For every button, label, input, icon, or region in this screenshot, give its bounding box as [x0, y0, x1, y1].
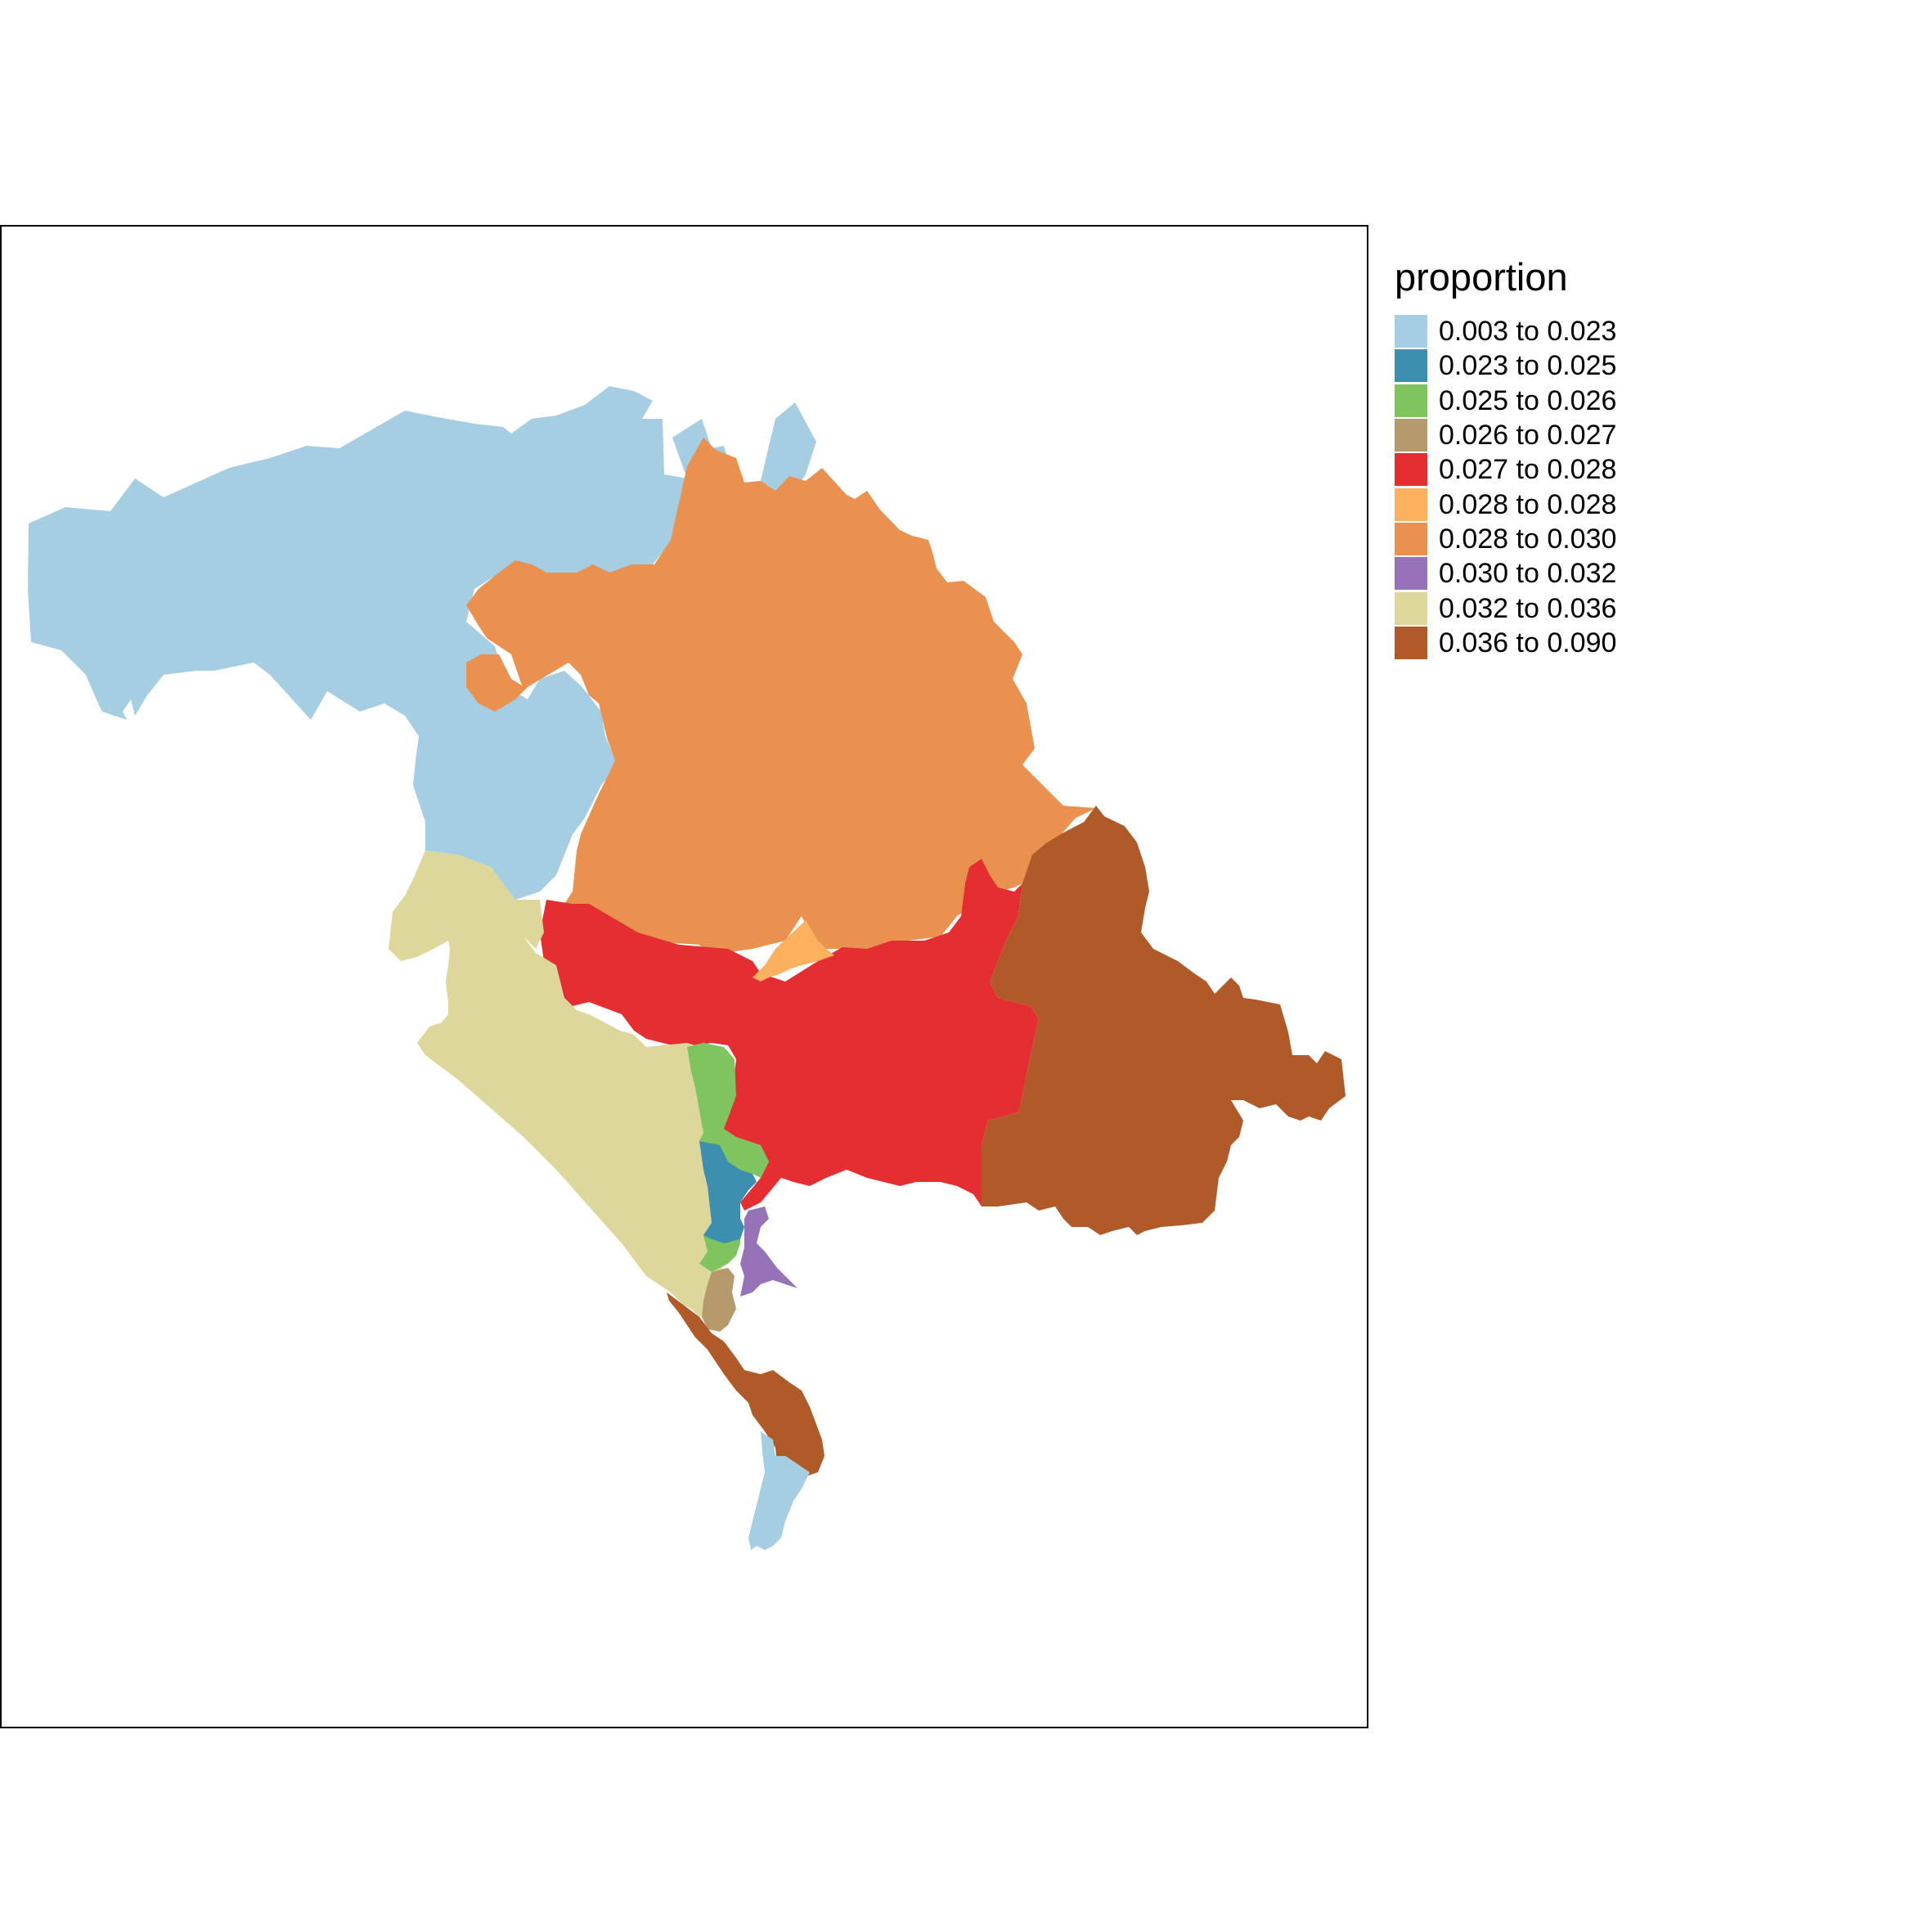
legend-item: 0.025 to 0.026: [1395, 384, 1616, 418]
legend-swatch: [1395, 453, 1427, 487]
legend-swatch: [1395, 315, 1427, 348]
region-northwest: [28, 386, 816, 900]
legend-item: 0.032 to 0.036: [1395, 591, 1616, 625]
region-green-strip: [687, 1043, 769, 1272]
region-small-inlet: [753, 920, 834, 982]
region-east: [982, 806, 1346, 1235]
legend-swatch: [1395, 626, 1427, 659]
region-central-band: [540, 859, 1039, 1211]
legend-label: 0.026 to 0.027: [1439, 420, 1617, 452]
legend-swatch: [1395, 349, 1427, 383]
region-peninsula-south: [667, 1292, 824, 1476]
legend-label: 0.036 to 0.090: [1439, 627, 1617, 658]
legend-item: 0.028 to 0.030: [1395, 522, 1616, 556]
legend-label: 0.023 to 0.025: [1439, 350, 1617, 382]
legend-item: 0.027 to 0.028: [1395, 452, 1616, 487]
legend-label: 0.003 to 0.023: [1439, 316, 1617, 348]
region-blue-strip: [699, 1141, 757, 1243]
legend-item: 0.003 to 0.023: [1395, 314, 1616, 348]
legend-label: 0.025 to 0.026: [1439, 384, 1617, 416]
legend-label: 0.028 to 0.030: [1439, 523, 1617, 555]
region-north-central: [466, 438, 1096, 957]
legend-label: 0.030 to 0.032: [1439, 558, 1617, 590]
legend-item: 0.030 to 0.032: [1395, 556, 1616, 591]
legend-swatch: [1395, 591, 1427, 625]
legend-swatch: [1395, 487, 1427, 521]
region-west-coast: [389, 851, 728, 1317]
region-island-tip: [748, 1431, 810, 1550]
legend-item: 0.026 to 0.027: [1395, 418, 1616, 452]
legend-label: 0.027 to 0.028: [1439, 454, 1617, 486]
legend-swatch: [1395, 384, 1427, 417]
legend-label: 0.032 to 0.036: [1439, 592, 1617, 624]
legend-swatch: [1395, 419, 1427, 452]
region-tan-strip: [702, 1268, 736, 1332]
legend-swatch: [1395, 557, 1427, 591]
legend-title: proportion: [1395, 255, 1568, 299]
legend-item: 0.028 to 0.028: [1395, 487, 1616, 521]
legend-item: 0.036 to 0.090: [1395, 626, 1616, 660]
legend: proportion 0.003 to 0.023 0.023 to 0.025 0…: [1395, 258, 1616, 660]
legend-item: 0.023 to 0.025: [1395, 348, 1616, 383]
region-purple-strip: [740, 1206, 798, 1296]
legend-items: 0.003 to 0.023 0.023 to 0.025 0.025 to 0.0…: [1395, 314, 1616, 660]
legend-swatch: [1395, 522, 1427, 555]
legend-label: 0.028 to 0.028: [1439, 488, 1617, 520]
